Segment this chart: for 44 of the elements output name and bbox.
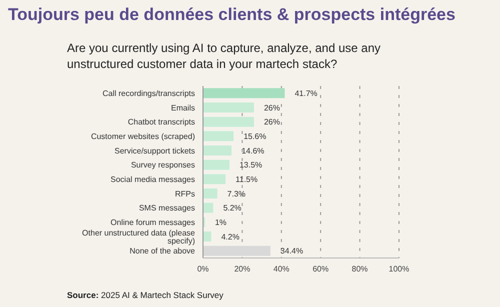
source-note: Source: 2025 AI & Martech Stack Survey <box>67 290 224 300</box>
bar <box>203 246 270 256</box>
bar <box>203 188 218 198</box>
data-label: 13.5% <box>239 160 262 170</box>
bar <box>203 231 212 242</box>
x-tick-label: 80% <box>352 264 368 274</box>
data-label: 34.4% <box>280 246 304 256</box>
x-tick-label: 100% <box>388 264 410 274</box>
bar <box>203 102 254 112</box>
y-tick-label: SMS messages <box>138 204 195 213</box>
y-tick-label: Customer websites (scraped) <box>90 132 196 142</box>
y-tick-label: Social media messages <box>110 175 195 184</box>
data-label: 7.3% <box>227 189 246 198</box>
y-tick-label: Survey responses <box>130 160 195 170</box>
bar <box>203 145 232 156</box>
data-label: 14.6% <box>242 146 264 156</box>
y-tick-label: Other unstructured data (please specify) <box>82 228 196 246</box>
bar <box>203 160 230 170</box>
x-tick-label: 0% <box>197 264 209 274</box>
y-tick-label: RFPs <box>175 189 195 198</box>
x-tick-label: 20% <box>234 264 250 274</box>
bar <box>203 202 214 213</box>
y-tick-label: Service/support tickets <box>114 146 195 156</box>
y-tick-label: Online forum messages <box>110 218 195 228</box>
data-label: 11.5% <box>236 174 258 184</box>
chart-title: Toujours peu de données clients & prospects intégrées <box>8 5 456 25</box>
y-tick-label: None of the above <box>130 246 196 256</box>
x-tick-label: 60% <box>312 264 329 274</box>
bar <box>203 131 234 142</box>
bar <box>203 174 226 184</box>
chart-subtitle: Are you currently using AI to capture, analyze, and use any unstructured customer data in your martech stack? <box>67 40 382 72</box>
data-label: 1% <box>214 218 227 227</box>
bar <box>203 88 285 98</box>
y-tick-label: Call recordings/transcripts <box>102 89 195 98</box>
y-tick-label: Emails <box>170 103 195 112</box>
data-label: 4.2% <box>221 232 240 242</box>
data-label: 5.2% <box>223 204 242 213</box>
data-label: 41.7% <box>294 88 318 98</box>
data-label: 26% <box>264 103 280 112</box>
data-label: 15.6% <box>244 132 266 141</box>
data-label: 26% <box>264 118 280 127</box>
y-tick-label: Chatbot transcripts <box>128 118 195 127</box>
bar <box>203 116 254 127</box>
x-tick-label: 40% <box>273 264 290 274</box>
